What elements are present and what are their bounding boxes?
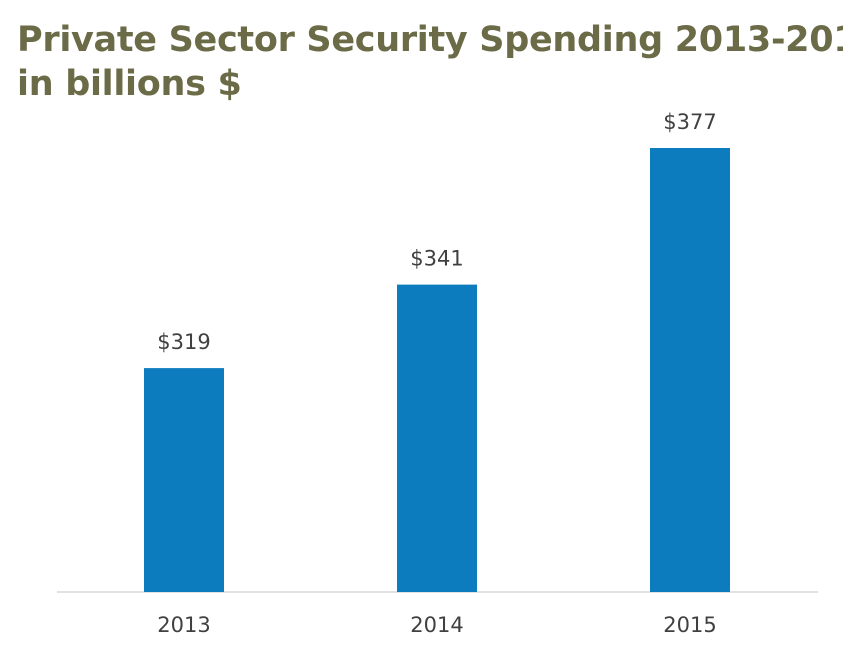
data-labels-group: $319 $341 $377 bbox=[157, 110, 716, 354]
x-tick-label-2013: 2013 bbox=[157, 613, 210, 637]
bars-group bbox=[144, 148, 730, 592]
bar-2013 bbox=[144, 368, 224, 592]
data-label-2014: $341 bbox=[410, 247, 463, 271]
data-label-2013: $319 bbox=[157, 330, 210, 354]
chart-title: Private Sector Security Spending 2013-20… bbox=[17, 18, 843, 106]
chart-title-line-1: Private Sector Security Spending 2013-20… bbox=[17, 20, 843, 60]
x-tick-labels-group: 2013 2014 2015 bbox=[157, 613, 716, 637]
bar-2014 bbox=[397, 284, 477, 592]
x-tick-label-2014: 2014 bbox=[410, 613, 463, 637]
x-tick-label-2015: 2015 bbox=[663, 613, 716, 637]
bar-2015 bbox=[650, 148, 730, 592]
chart-title-line-2: in billions $ bbox=[17, 64, 242, 104]
data-label-2015: $377 bbox=[663, 110, 716, 134]
